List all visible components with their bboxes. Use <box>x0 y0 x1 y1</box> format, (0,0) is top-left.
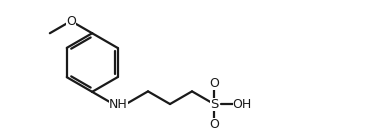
Text: OH: OH <box>233 98 252 111</box>
Text: S: S <box>210 98 218 111</box>
Text: O: O <box>66 15 76 27</box>
Text: O: O <box>209 118 219 131</box>
Text: O: O <box>209 77 219 90</box>
Text: NH: NH <box>109 98 128 111</box>
